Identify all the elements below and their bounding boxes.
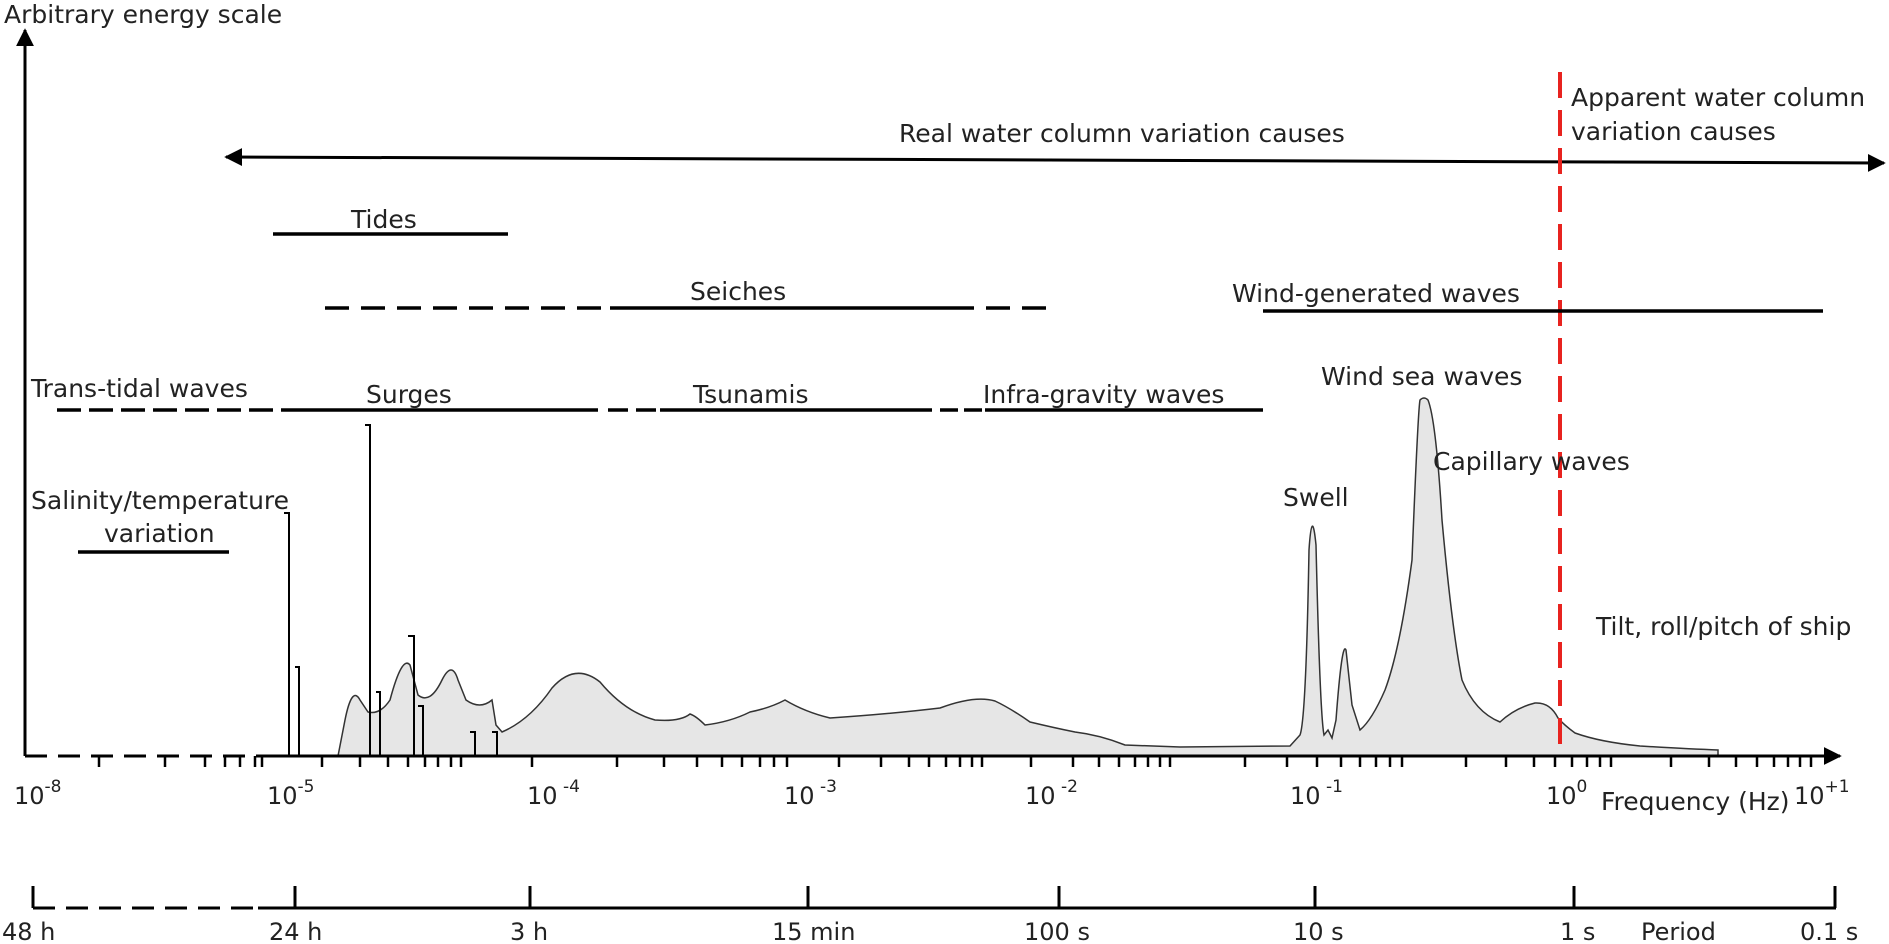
period-tick-label: 10 s: [1293, 918, 1344, 944]
tsunamis-label: Tsunamis: [692, 380, 809, 409]
period-tick-label: 100 s: [1024, 918, 1090, 944]
salinity-label-line2: variation: [104, 519, 215, 548]
freq-tick-label: 10+1: [1794, 777, 1850, 810]
period-tick-label: 24 h: [269, 918, 322, 944]
freq-tick-label: 10-5: [267, 777, 315, 810]
period-tick-label: 1 s: [1560, 918, 1595, 944]
energy-spectrum-curve: [337, 397, 1719, 757]
real-causes-label: Real water column variation causes: [899, 119, 1345, 148]
period-tick-label: 15 min: [772, 918, 855, 944]
period-major-ticks: [31, 886, 1837, 908]
real-causes-arrow: [224, 148, 1886, 172]
wind-generated-label: Wind-generated waves: [1232, 279, 1520, 308]
trans-tidal-label: Trans-tidal waves: [30, 374, 248, 403]
frequency-tick-labels: 10-8 10-5 10 -4 10 -3 10 -2 10 -1 100 10…: [14, 777, 1850, 810]
swell-label: Swell: [1283, 483, 1349, 512]
surges-label: Surges: [366, 380, 452, 409]
frequency-minor-ticks: [97, 756, 1813, 767]
period-tick-label: 3 h: [510, 918, 548, 944]
period-axis-label: Period: [1641, 918, 1716, 944]
freq-tick-label: 10 -2: [1025, 777, 1078, 810]
wind-sea-label: Wind sea waves: [1321, 362, 1522, 391]
freq-tick-label: 10 -3: [784, 777, 837, 810]
salinity-label-line1: Salinity/temperature: [31, 486, 289, 515]
y-axis-label: Arbitrary energy scale: [4, 0, 282, 29]
freq-tick-label: 10-8: [14, 777, 62, 810]
tides-label: Tides: [350, 205, 417, 234]
spectral-line-markers: [284, 424, 498, 756]
period-tick-labels: 48 h 24 h 3 h 15 min 100 s 10 s 1 s 0.1 …: [2, 918, 1858, 944]
freq-tick-label: 10 -4: [527, 777, 580, 810]
apparent-causes-label-line2: variation causes: [1571, 117, 1776, 146]
freq-tick-label: 10 -1: [1290, 777, 1343, 810]
infra-gravity-label: Infra-gravity waves: [983, 380, 1224, 409]
freq-tick-label: 100: [1546, 777, 1587, 810]
x-axis-label: Frequency (Hz): [1601, 787, 1790, 816]
capillary-label: Capillary waves: [1433, 447, 1630, 476]
tilt-label: Tilt, roll/pitch of ship: [1595, 612, 1851, 641]
seiches-label: Seiches: [690, 277, 786, 306]
apparent-causes-label-line1: Apparent water column: [1571, 83, 1865, 112]
period-tick-label: 48 h: [2, 918, 55, 944]
period-tick-label: 0.1 s: [1800, 918, 1858, 944]
